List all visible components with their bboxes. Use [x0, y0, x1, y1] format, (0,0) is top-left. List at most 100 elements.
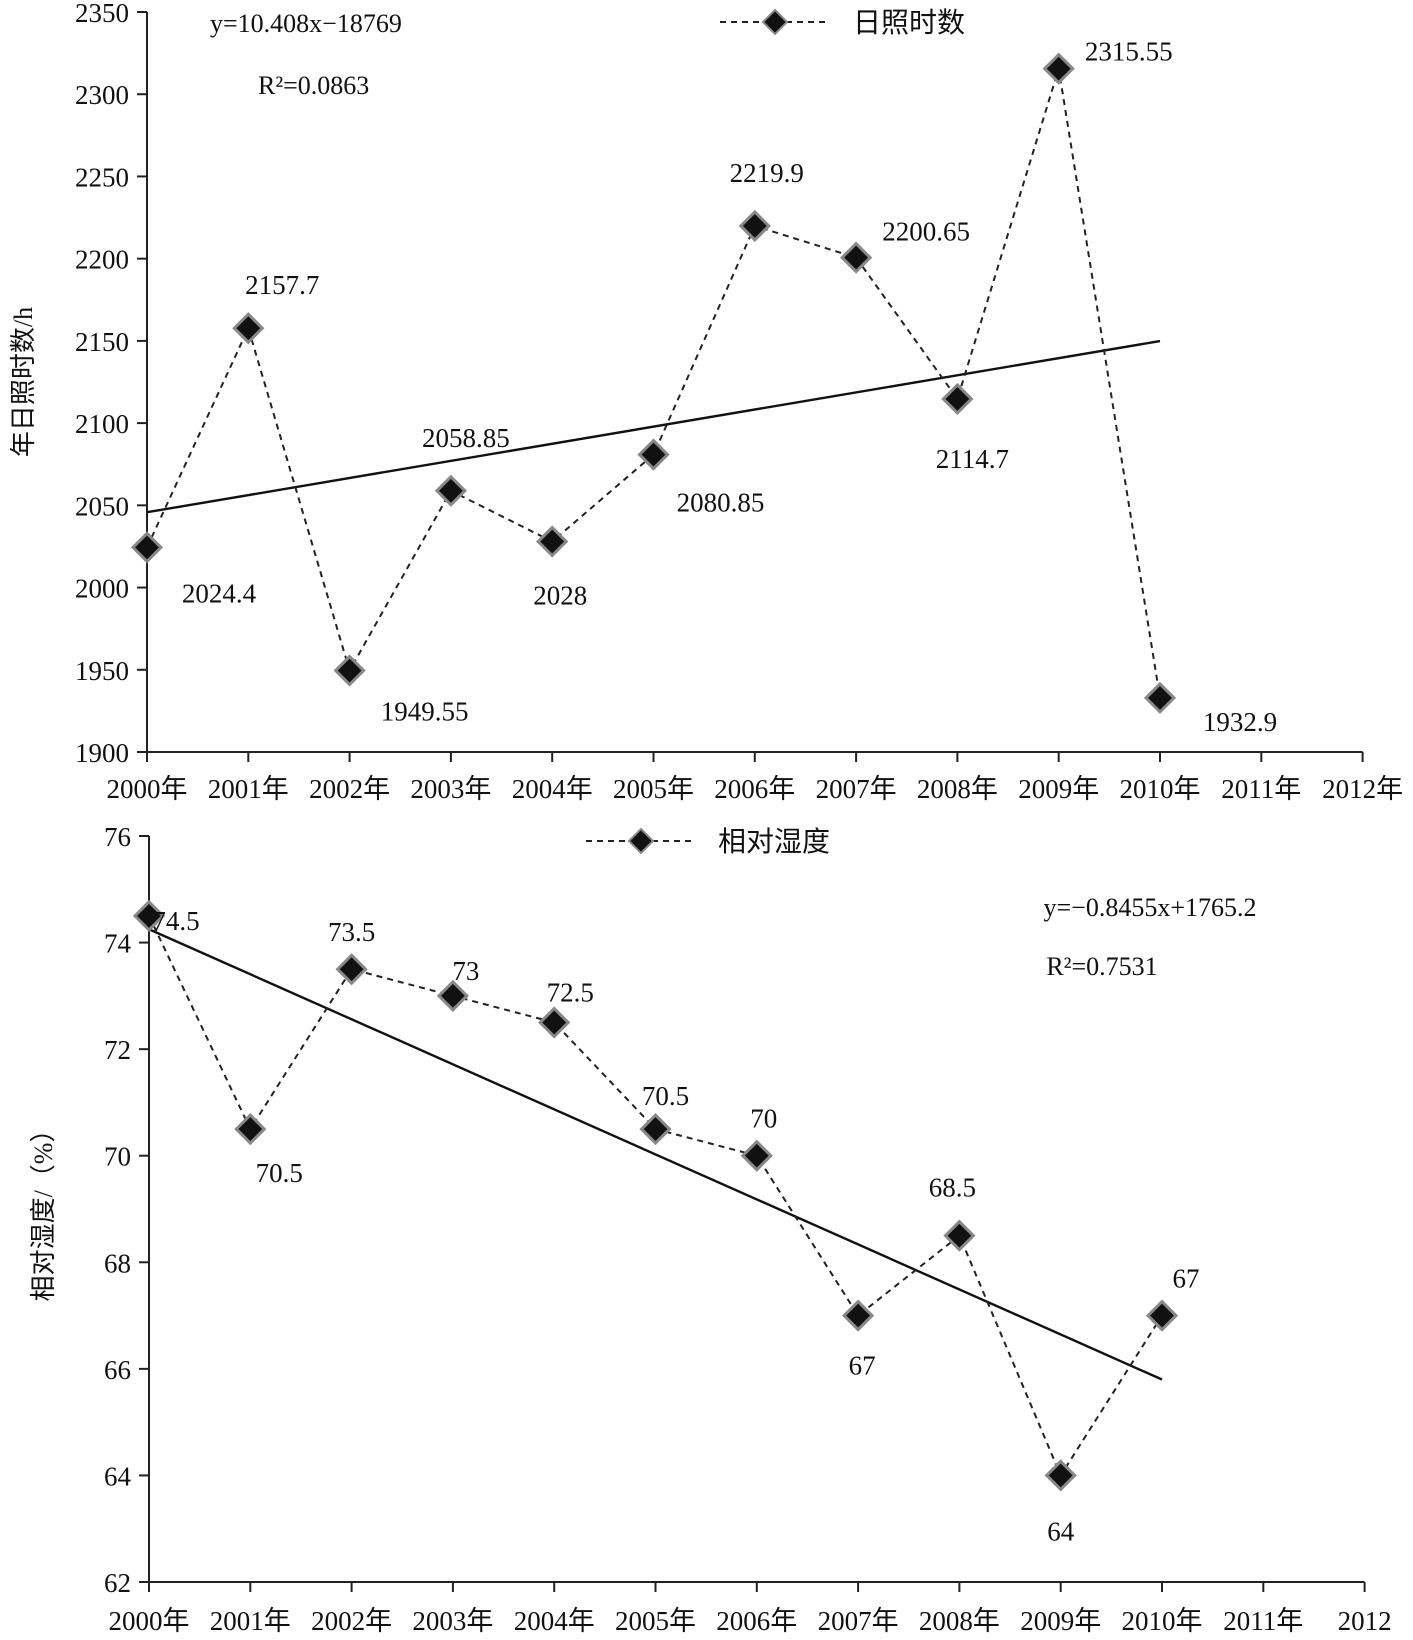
- data-point: [943, 1219, 976, 1252]
- trendline: [148, 928, 1163, 1381]
- x-tick-label: 2000年: [109, 1606, 190, 1636]
- regression-equation: y=−0.8455x+1765.2: [1044, 893, 1257, 922]
- x-tick-label: 2001年: [210, 1606, 291, 1636]
- x-tick-label: 2006年: [714, 774, 795, 804]
- x-tick-label: 2003年: [410, 774, 491, 804]
- series-line: [146, 68, 1161, 699]
- y-tick-label: 66: [104, 1355, 131, 1385]
- data-label: 2200.65: [882, 217, 970, 247]
- x-tick-label: 2007年: [816, 774, 897, 804]
- trendline: [146, 339, 1161, 514]
- legend-label: 相对湿度: [718, 826, 830, 858]
- data-point: [132, 899, 166, 933]
- x-tick-label: 2001年: [208, 774, 289, 804]
- data-label: 2219.9: [730, 158, 804, 188]
- data-label: 2114.7: [936, 444, 1009, 474]
- x-tick-label: 2005年: [615, 1606, 696, 1636]
- data-label: 1949.55: [381, 697, 469, 727]
- x-tick-label: 2002年: [309, 774, 390, 804]
- y-tick-label: 1900: [75, 738, 129, 768]
- data-point: [536, 525, 569, 558]
- data-label: 70.5: [642, 1081, 689, 1111]
- chart-2: 62 64 66 68 70 72 74 76 2000年 2001年 2002年 2003年 2004…: [29, 822, 1392, 1636]
- data-label: 2028: [533, 581, 587, 611]
- data-point: [538, 1006, 571, 1039]
- y-tick-label: 68: [104, 1248, 131, 1278]
- data-point: [839, 241, 873, 274]
- chart-1: 1900 1950 2000 2050 2100 2150 2200 2250 2300 2350…: [9, 0, 1403, 804]
- y-tick-label: 72: [104, 1035, 131, 1065]
- data-label: 70.5: [256, 1158, 303, 1188]
- y-tick-label: 64: [104, 1461, 132, 1491]
- y-tick-label: 70: [104, 1142, 131, 1172]
- data-point: [841, 1299, 875, 1332]
- x-tick-label: 2004年: [512, 774, 593, 804]
- data-point: [738, 209, 771, 243]
- x-tick-label: 2003年: [412, 1606, 493, 1636]
- data-point: [740, 1139, 773, 1172]
- data-label: 64: [1047, 1516, 1075, 1546]
- x-tick-label: 2011年: [1221, 774, 1301, 804]
- x-tick-label: 2010年: [1122, 1606, 1203, 1636]
- x-tick-label: 2008年: [917, 774, 998, 804]
- r-squared: R²=0.0863: [258, 71, 369, 100]
- data-label: 73.5: [328, 917, 375, 947]
- y-tick-label: 2250: [75, 162, 129, 192]
- data-label: 67: [1173, 1264, 1200, 1294]
- data-label: 67: [849, 1351, 876, 1381]
- x-tick-label: 2009年: [1018, 774, 1099, 804]
- data-point: [1145, 1299, 1179, 1332]
- x-tick-label: 2000年: [107, 774, 188, 804]
- series-line: [148, 915, 1163, 1478]
- y-tick-label: 2150: [75, 327, 129, 357]
- x-tick-label: 2006年: [716, 1606, 797, 1636]
- y-tick-label: 2050: [75, 491, 129, 521]
- x-tick-label: 2008年: [919, 1606, 1000, 1636]
- x-tick-label: 2004年: [514, 1606, 595, 1636]
- data-label: 73: [452, 956, 479, 986]
- x-tick-label: 2012: [1338, 1606, 1392, 1636]
- legend-label: 日照时数: [853, 7, 965, 39]
- y-tick-label: 74: [104, 929, 132, 959]
- data-label: 72.5: [547, 978, 594, 1008]
- data-point: [1044, 1459, 1077, 1492]
- data-point: [941, 382, 974, 416]
- y-tick-label: 62: [104, 1568, 131, 1598]
- y-axis-label: 相对湿度/（%）: [29, 1117, 58, 1302]
- y-axis-label: 年日照时数/h: [9, 307, 38, 457]
- data-point: [234, 1112, 267, 1146]
- data-label: 2080.85: [677, 488, 765, 518]
- data-point: [1143, 681, 1177, 715]
- x-tick-label: 2012年: [1322, 774, 1403, 804]
- data-point: [333, 654, 366, 687]
- data-label: 1932.9: [1203, 707, 1277, 737]
- data-label: 74.5: [152, 906, 199, 936]
- y-tick-label: 2100: [75, 409, 129, 439]
- y-tick-label: 1950: [75, 656, 129, 686]
- data-label: 2315.55: [1085, 37, 1173, 67]
- data-point: [436, 979, 470, 1012]
- x-tick-label: 2002年: [311, 1606, 392, 1636]
- data-point: [130, 531, 164, 564]
- x-tick-label: 2005年: [613, 774, 694, 804]
- data-label: 70: [750, 1104, 777, 1134]
- legend-marker: [627, 827, 655, 855]
- x-tick-label: 2009年: [1020, 1606, 1101, 1636]
- x-tick-label: 2011年: [1223, 1606, 1303, 1636]
- data-point: [232, 312, 265, 345]
- legend-marker: [761, 8, 789, 36]
- data-label: 2058.85: [422, 423, 510, 453]
- data-point: [637, 438, 670, 471]
- regression-equation: y=10.408x−18769: [210, 9, 402, 38]
- y-tick-label: 2350: [75, 0, 129, 28]
- r-squared: R²=0.7531: [1046, 952, 1157, 981]
- y-tick-label: 2200: [75, 245, 129, 275]
- data-point: [639, 1112, 672, 1146]
- data-label: 2024.4: [182, 578, 257, 608]
- x-tick-label: 2010年: [1120, 774, 1201, 804]
- x-tick-label: 2007年: [818, 1606, 899, 1636]
- data-label: 68.5: [929, 1173, 976, 1203]
- data-label: 2157.7: [245, 270, 319, 300]
- y-tick-label: 2300: [75, 80, 129, 110]
